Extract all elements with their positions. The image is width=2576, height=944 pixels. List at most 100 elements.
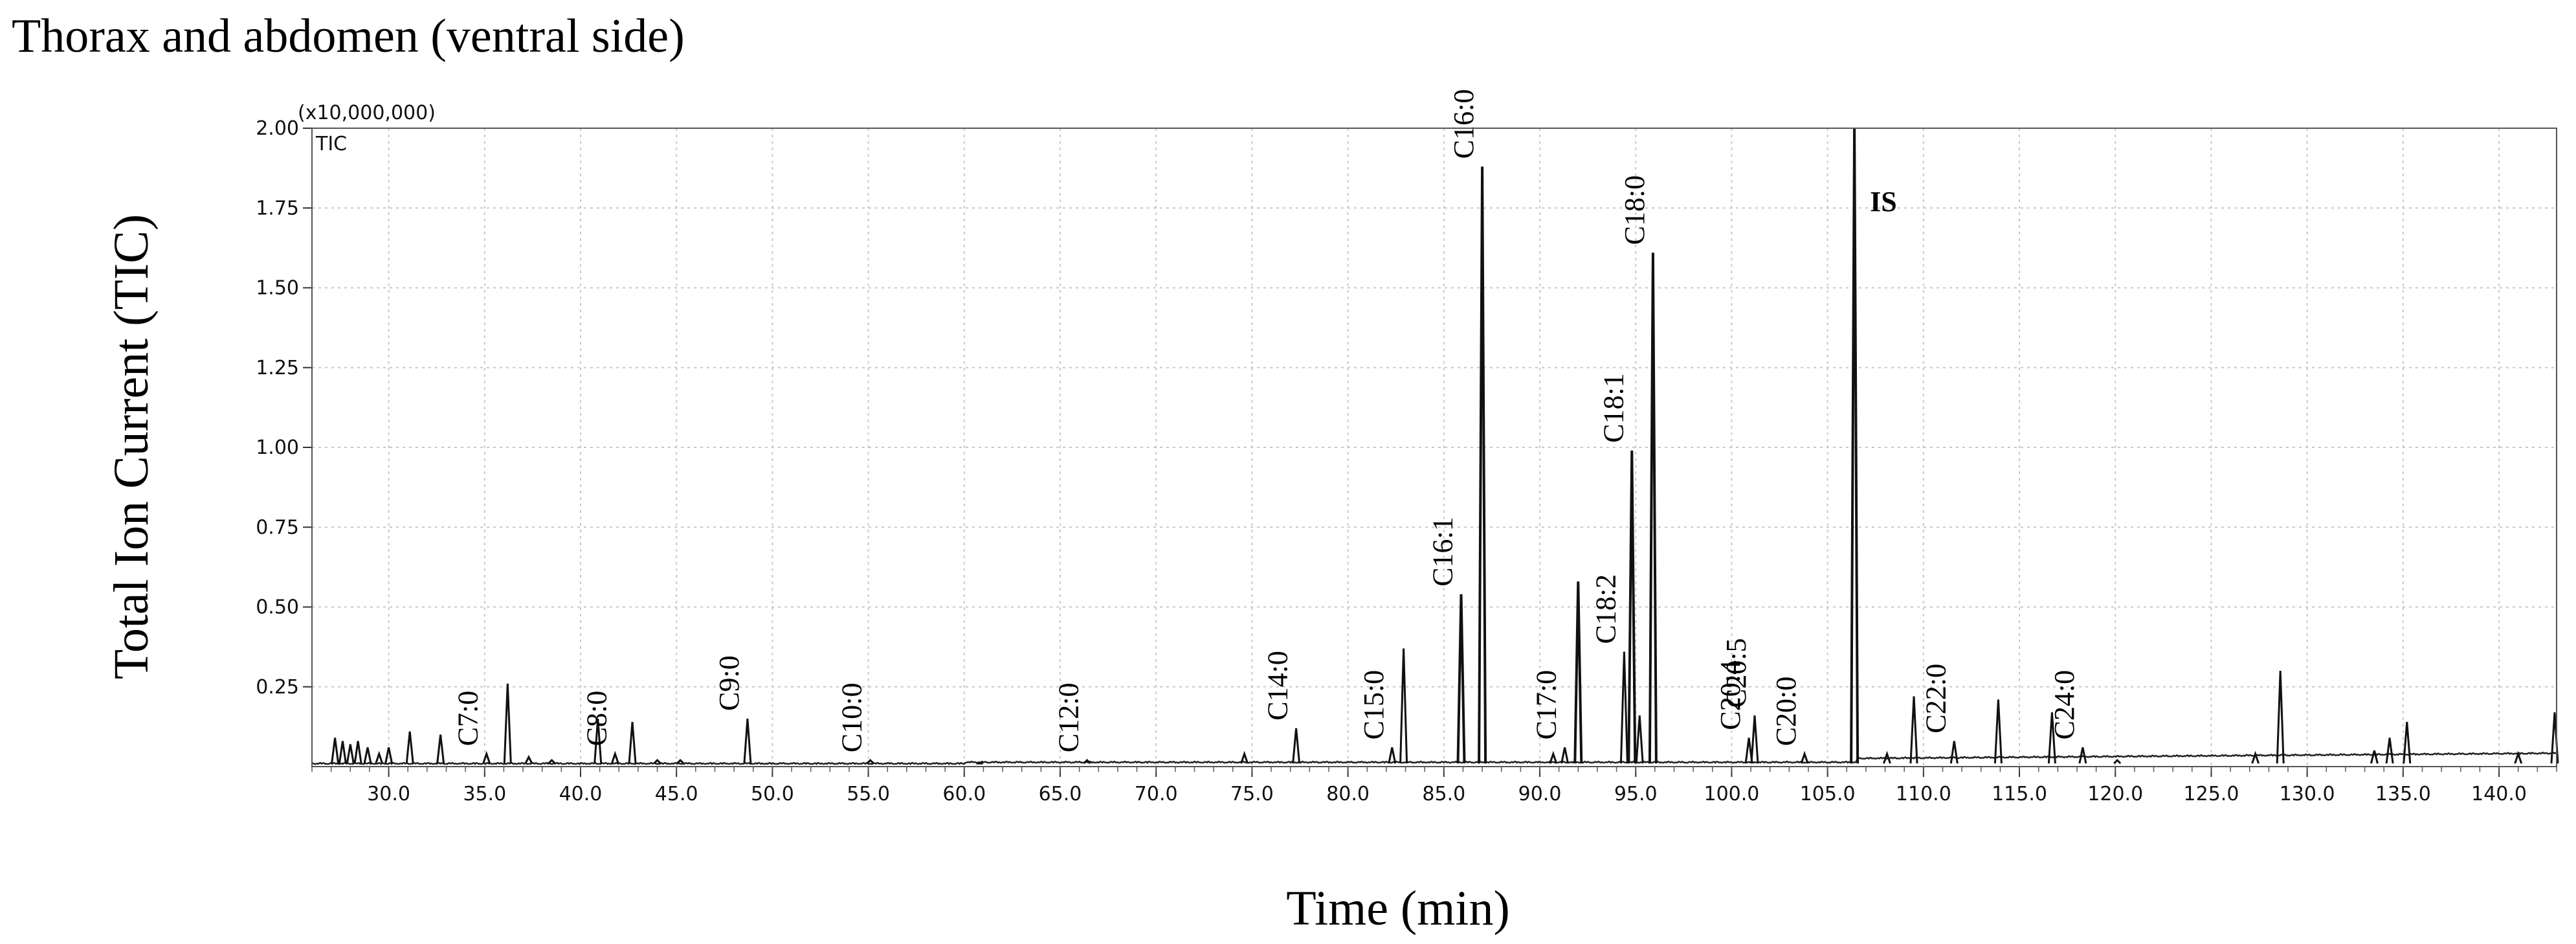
y-tick-label: 0.50	[256, 596, 299, 619]
y-tick-label: 0.25	[256, 676, 299, 699]
y-tick-label: 1.25	[256, 357, 299, 379]
tic-peak	[363, 747, 372, 764]
tic-peak	[482, 750, 491, 764]
peak-label-layer: C7:0 C8:0 C9:0 C10:0 C12:0 C14:0 C15:0 C16:1 C16…	[452, 89, 2080, 752]
tic-peak	[1083, 758, 1091, 765]
tic-peak	[1573, 581, 1583, 764]
x-tick-label: 75.0	[1230, 783, 1274, 805]
tic-peak	[1949, 741, 1959, 764]
tic-peak	[1800, 750, 1809, 764]
trace-name-label: TIC	[315, 133, 347, 155]
tic-peak	[1456, 594, 1466, 764]
tic-peak	[1399, 648, 1408, 764]
plot-frame	[311, 128, 2557, 767]
y-tick-label: 1.00	[256, 436, 299, 459]
peak-label: C7:0	[452, 691, 484, 747]
x-tick-label: 55.0	[847, 783, 890, 805]
tic-peak	[353, 741, 362, 764]
peak-label: C24:0	[2049, 670, 2080, 740]
peak-label: C9:0	[713, 655, 745, 711]
figure-title: Thorax and abdomen (ventral side)	[12, 10, 685, 63]
tic-peak	[405, 731, 414, 764]
peak-label: C8:0	[581, 691, 612, 747]
tic-peak	[743, 718, 752, 764]
tic-peak	[2047, 712, 2056, 764]
x-tick-label: 95.0	[1614, 783, 1658, 805]
y-multiplier-label: (x10,000,000)	[298, 102, 436, 124]
tic-peak	[436, 734, 445, 764]
tic-peak	[1993, 699, 2003, 764]
x-tick-label: 60.0	[942, 783, 986, 805]
tic-peak	[503, 683, 512, 764]
tic-peak	[1883, 750, 1891, 764]
tic-peak	[2370, 750, 2379, 764]
tic-peak	[1549, 750, 1558, 764]
y-tick-label: 0.75	[256, 516, 299, 539]
tic-peak	[1750, 715, 1759, 764]
peak-label: C18:2	[1590, 574, 1621, 644]
x-tick-label: 110.0	[1896, 783, 1951, 805]
peak-label: C17:0	[1531, 670, 1562, 740]
x-tick-label: 100.0	[1704, 783, 1759, 805]
peak-label: C20:4	[1715, 660, 1746, 730]
peak-label: C18:1	[1597, 373, 1629, 443]
y-axis-title: Total Ion Current (TIC)	[104, 214, 159, 680]
tic-peak	[1909, 696, 1918, 764]
tic-peak	[1388, 747, 1397, 764]
x-tick-label: 135.0	[2375, 783, 2431, 805]
x-tick-label: 70.0	[1135, 783, 1178, 805]
x-tick-label: 140.0	[2471, 783, 2527, 805]
tic-peak	[331, 737, 340, 764]
tic-peak	[384, 747, 394, 764]
tic-peak	[628, 721, 637, 764]
x-tick-label: 130.0	[2280, 783, 2335, 805]
tic-peak	[1292, 728, 1301, 764]
tic-peak	[524, 754, 533, 764]
tic-peak	[1478, 166, 1487, 764]
x-tick-label: 45.0	[655, 783, 698, 805]
tic-peak	[1619, 651, 1628, 764]
x-tick-label: 65.0	[1039, 783, 1082, 805]
tic-peak	[2113, 758, 2122, 765]
x-tick-label: 120.0	[2087, 783, 2143, 805]
y-tick-label: 1.75	[256, 197, 299, 219]
peak-label: C20:0	[1770, 677, 1802, 747]
tic-peak	[375, 750, 384, 764]
tic-peak	[594, 718, 603, 764]
tic-peak	[1635, 715, 1644, 764]
peak-label: C20:5	[1720, 638, 1752, 708]
x-tick-label: 35.0	[463, 783, 506, 805]
tic-peak	[653, 758, 661, 765]
tic-peak	[548, 758, 556, 765]
tic-peak	[2276, 671, 2285, 764]
peak-label: IS	[1870, 186, 1897, 218]
peak-label: C10:0	[836, 683, 868, 753]
tic-peak	[2403, 721, 2412, 764]
peak-label: C15:0	[1358, 670, 1390, 740]
tick-layer: 30.0 35.0 40.0 45.0 50.0 55.0 60.0 65.0 70.0 75.0…	[256, 117, 2557, 805]
tic-peak	[2078, 747, 2087, 764]
peak-label: C14:0	[1262, 651, 1294, 721]
x-tick-label: 30.0	[367, 783, 410, 805]
tic-peak	[1240, 750, 1249, 764]
tic-peak	[2514, 750, 2523, 764]
tic-peak	[610, 750, 619, 764]
y-tick-label: 2.00	[256, 117, 299, 140]
x-tick-label: 85.0	[1422, 783, 1465, 805]
tic-peak	[866, 758, 874, 765]
x-tick-label: 80.0	[1326, 783, 1370, 805]
x-axis-title: Time (min)	[1286, 881, 1510, 936]
peak-label: C12:0	[1053, 683, 1085, 753]
tic-peak	[1648, 253, 1658, 764]
peak-label: C16:0	[1448, 89, 1480, 159]
x-tick-label: 40.0	[559, 783, 603, 805]
tic-peak	[338, 741, 347, 764]
tic-peak	[676, 758, 685, 765]
y-tick-label: 1.50	[256, 277, 299, 300]
peak-label: C22:0	[1920, 664, 1951, 734]
tic-baseline	[311, 752, 2557, 765]
peak-label: C18:0	[1619, 175, 1650, 245]
tic-peak	[2251, 750, 2260, 764]
x-tick-label: 105.0	[1800, 783, 1856, 805]
